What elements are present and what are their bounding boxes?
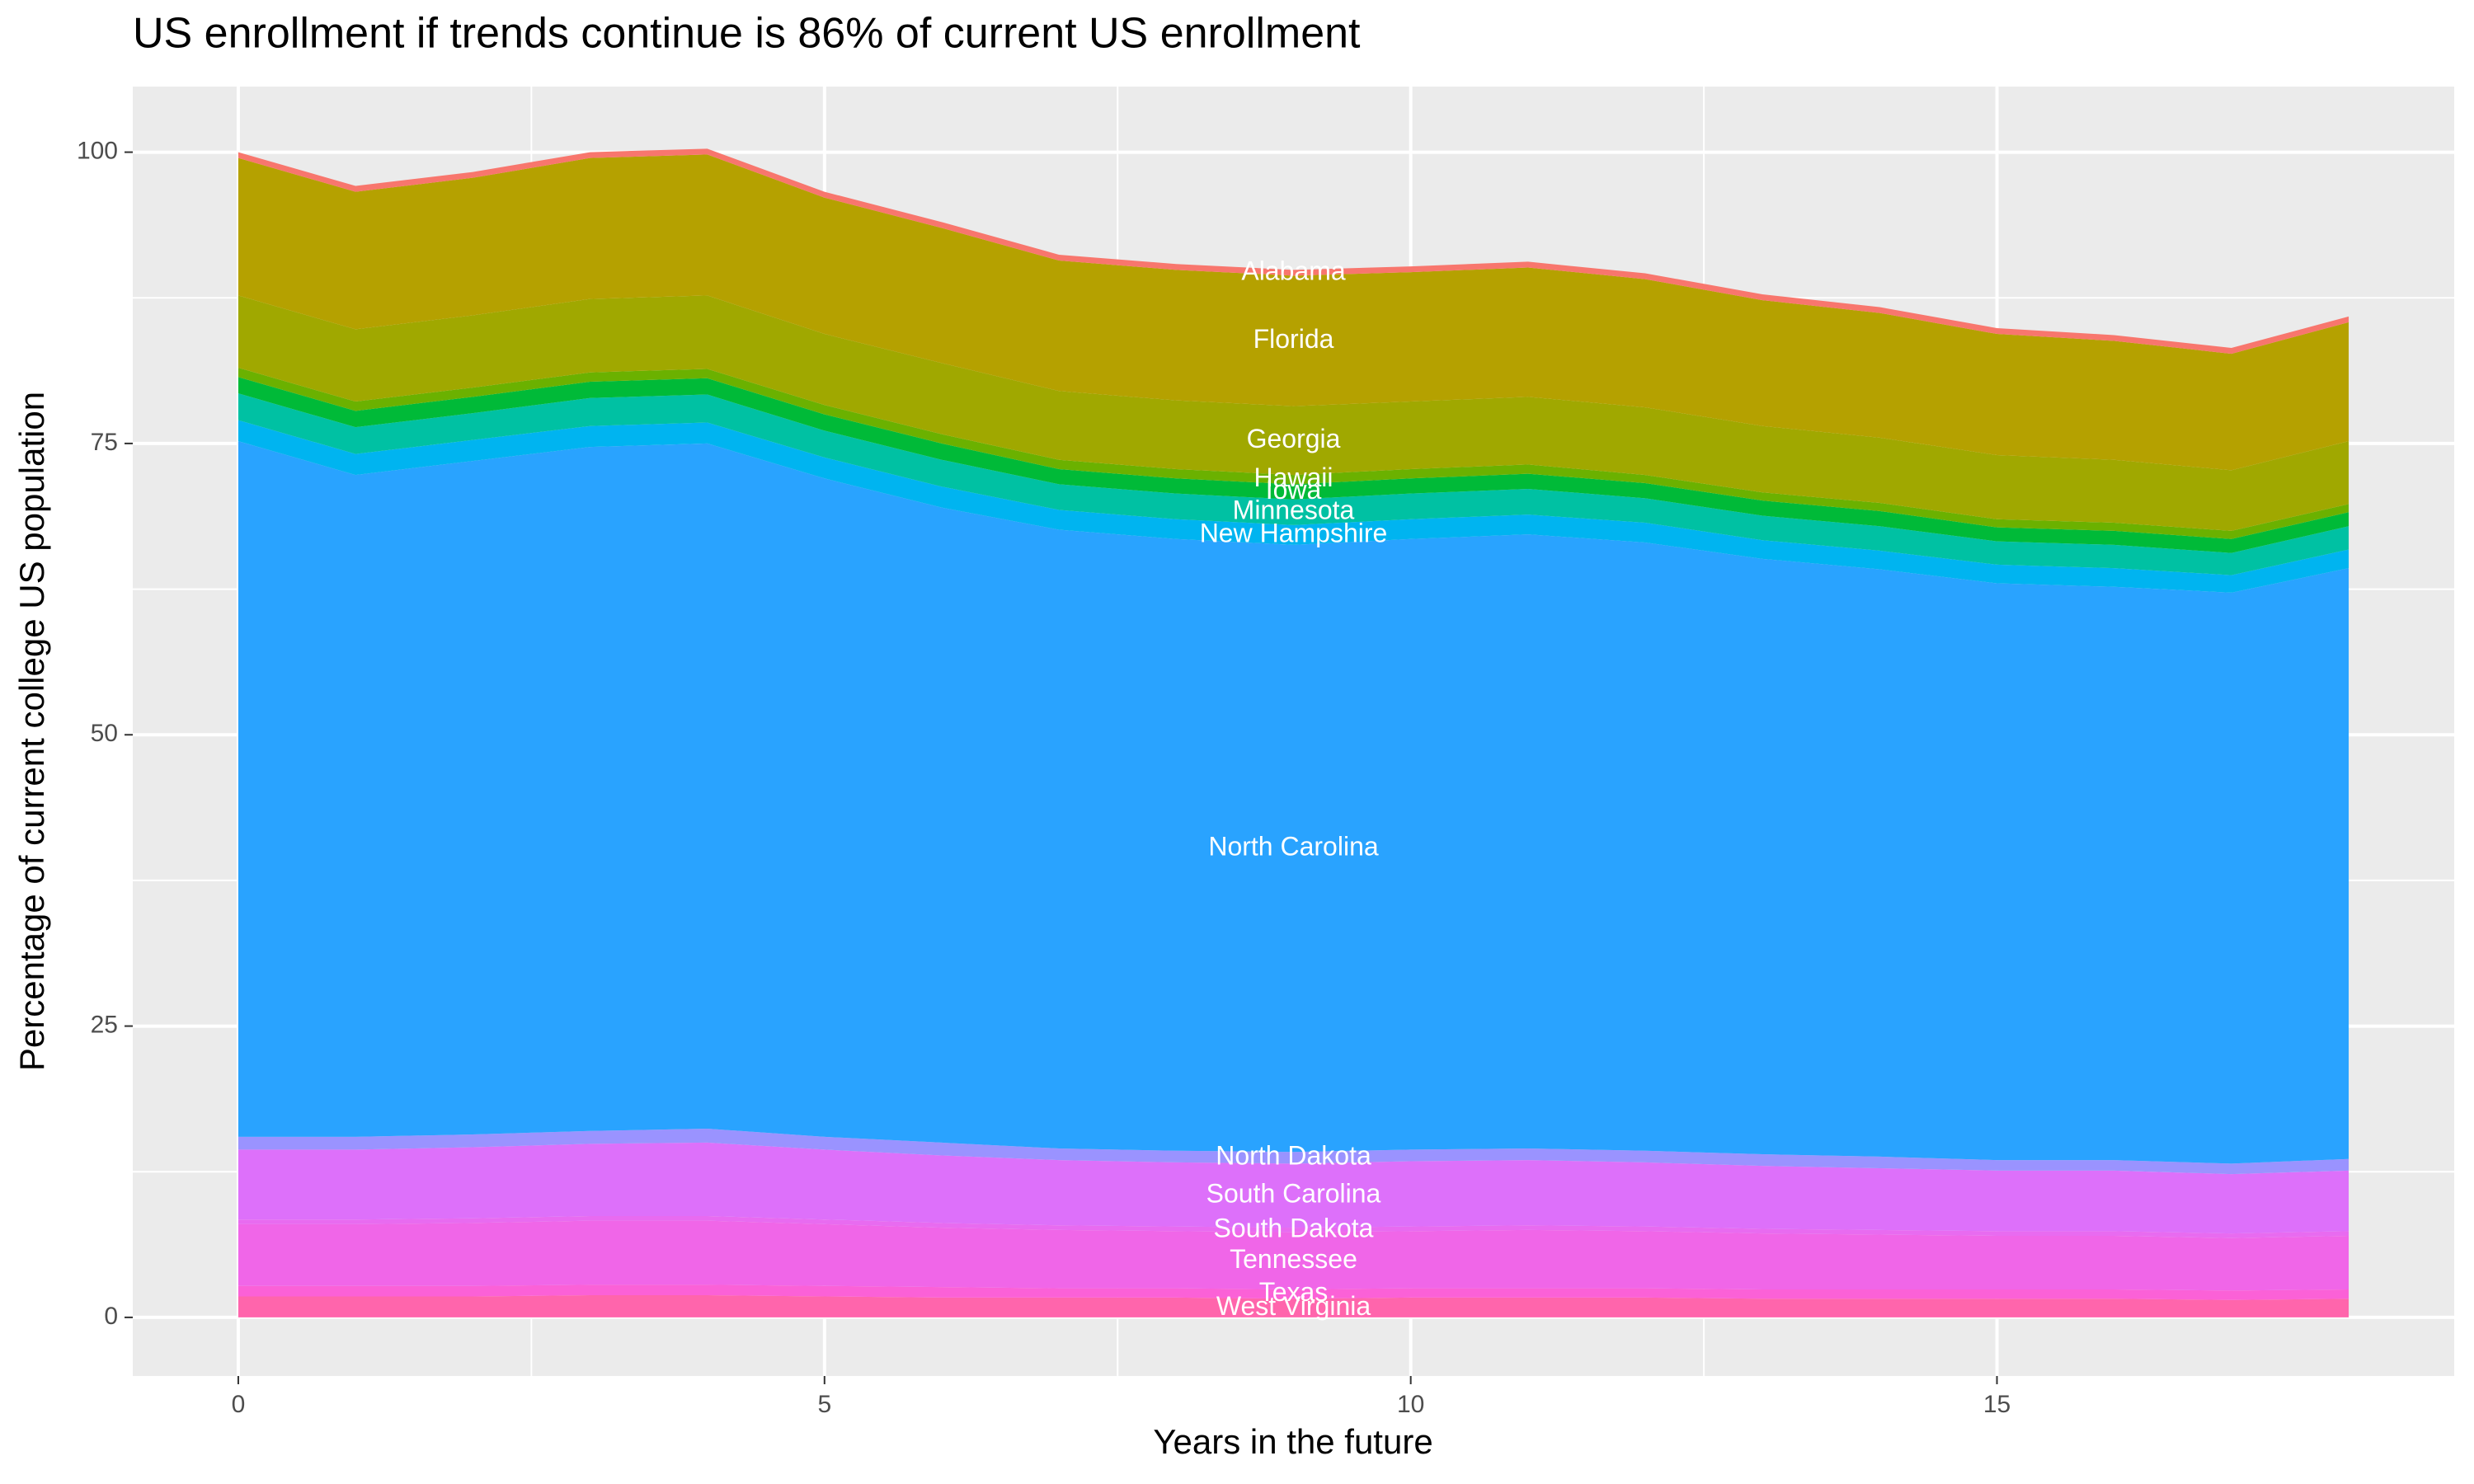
- area-label: North Carolina: [1208, 831, 1379, 861]
- area-label: Hawaii: [1253, 463, 1333, 492]
- area-label: Florida: [1253, 324, 1334, 354]
- area: [238, 377, 2349, 553]
- y-tick-label: 25: [91, 1011, 118, 1038]
- area-label: West Virginia: [1216, 1291, 1371, 1321]
- x-tick-label: 0: [232, 1391, 246, 1418]
- x-tick-label: 10: [1397, 1391, 1424, 1418]
- area: [238, 1215, 2349, 1238]
- area: [238, 393, 2349, 575]
- area-label: Tennessee: [1230, 1244, 1357, 1274]
- axes: 0 25 50 75 100 0 5 10 15: [77, 137, 2011, 1417]
- area: [238, 420, 2349, 593]
- y-tick-label: 75: [91, 429, 118, 456]
- area: [238, 1295, 2349, 1317]
- x-tick-label: 5: [817, 1391, 831, 1418]
- y-tick-label: 50: [91, 720, 118, 747]
- area: [238, 1142, 2349, 1234]
- y-axis-title: Percentage of current college US populat…: [12, 392, 51, 1071]
- x-tick-label: 15: [1983, 1391, 2011, 1418]
- area: [238, 295, 2349, 531]
- y-tick-label: 100: [77, 137, 118, 164]
- area-label: Georgia: [1247, 424, 1341, 453]
- area: [238, 148, 2349, 355]
- area-label: Iowa: [1266, 475, 1322, 505]
- area-label: New Hampshire: [1200, 518, 1388, 547]
- area-label: Texas: [1259, 1277, 1329, 1307]
- area-label: South Dakota: [1214, 1213, 1374, 1242]
- area: [238, 1284, 2349, 1300]
- area: [238, 1128, 2349, 1175]
- area: [238, 154, 2349, 471]
- y-tick-label: 0: [104, 1303, 118, 1330]
- areas: [238, 148, 2349, 1317]
- area-label: Minnesota: [1233, 495, 1355, 525]
- area-label: North Dakota: [1216, 1141, 1371, 1171]
- area-label: South Carolina: [1206, 1179, 1381, 1209]
- area-label: Alabama: [1241, 256, 1346, 285]
- x-axis-title: Years in the future: [1153, 1422, 1432, 1461]
- chart-title: US enrollment if trends continue is 86% …: [133, 10, 1361, 58]
- area: [238, 441, 2349, 1164]
- area: [238, 1220, 2349, 1291]
